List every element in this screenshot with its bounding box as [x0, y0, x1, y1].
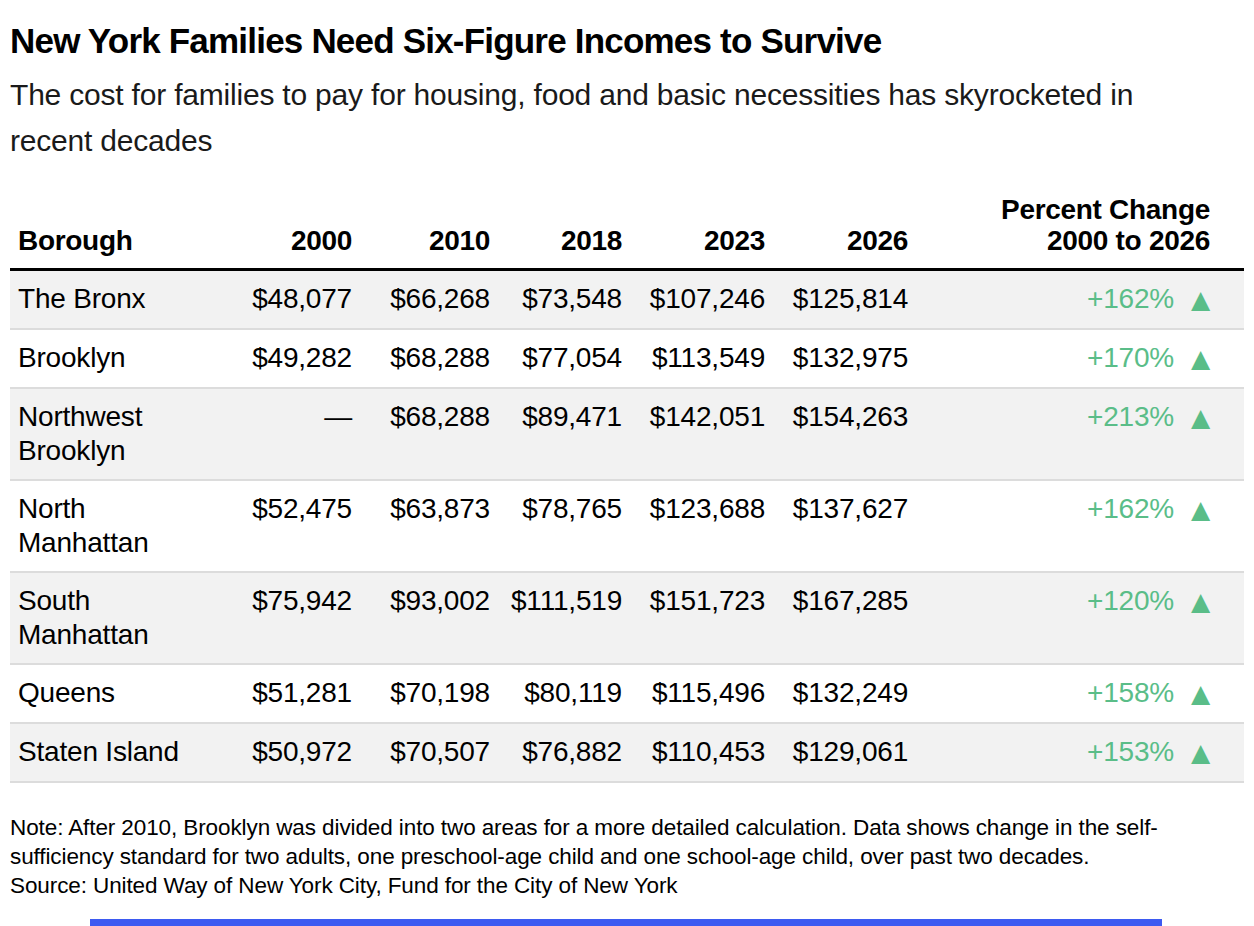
cell-2000: $51,281 [205, 664, 352, 723]
up-triangle-icon: ▲ [1191, 587, 1210, 616]
up-triangle-icon: ▲ [1191, 738, 1210, 767]
column-header-2018: 2018 [490, 188, 622, 270]
percent-change-value: +213% [1087, 401, 1174, 432]
cell-2023: $142,051 [622, 388, 765, 480]
cell-2018: $73,548 [490, 270, 622, 330]
article-graphic: New York Families Need Six-Figure Income… [0, 0, 1254, 926]
table-row: Brooklyn $49,282 $68,288 $77,054 $113,54… [10, 329, 1244, 388]
cell-2023: $151,723 [622, 572, 765, 664]
cell-2010: $93,002 [352, 572, 490, 664]
cell-2010: $70,507 [352, 723, 490, 782]
cell-2018: $89,471 [490, 388, 622, 480]
cell-2026: $167,285 [765, 572, 908, 664]
cell-2026: $129,061 [765, 723, 908, 782]
table-row: The Bronx $48,077 $66,268 $73,548 $107,2… [10, 270, 1244, 330]
cell-borough: North Manhattan [10, 480, 205, 572]
table-body: The Bronx $48,077 $66,268 $73,548 $107,2… [10, 270, 1244, 783]
cell-borough: Brooklyn [10, 329, 205, 388]
cell-borough: The Bronx [10, 270, 205, 330]
column-header-2010: 2010 [352, 188, 490, 270]
column-header-2026: 2026 [765, 188, 908, 270]
up-triangle-icon: ▲ [1191, 403, 1210, 432]
cell-2026: $125,814 [765, 270, 908, 330]
cell-percent-change: +213% ▲ [908, 388, 1244, 480]
cell-2023: $110,453 [622, 723, 765, 782]
cell-borough: Queens [10, 664, 205, 723]
cell-2010: $68,288 [352, 329, 490, 388]
column-header-2023: 2023 [622, 188, 765, 270]
cell-borough: Staten Island [10, 723, 205, 782]
up-triangle-icon: ▲ [1191, 285, 1210, 314]
cell-2018: $111,519 [490, 572, 622, 664]
data-table: Borough 2000 2010 2018 2023 2026 Percent… [10, 188, 1244, 783]
column-header-percent-change: Percent Change 2000 to 2026 [908, 188, 1244, 270]
table-header-row: Borough 2000 2010 2018 2023 2026 Percent… [10, 188, 1244, 270]
cell-2023: $113,549 [622, 329, 765, 388]
cell-percent-change: +170% ▲ [908, 329, 1244, 388]
cell-2000: — [205, 388, 352, 480]
percent-change-value: +162% [1087, 493, 1174, 524]
table-source: Source: United Way of New York City, Fun… [10, 871, 1244, 900]
cell-2018: $78,765 [490, 480, 622, 572]
cell-2000: $50,972 [205, 723, 352, 782]
cell-2023: $115,496 [622, 664, 765, 723]
cell-borough: Northwest Brooklyn [10, 388, 205, 480]
cell-2026: $132,975 [765, 329, 908, 388]
footnotes: Note: After 2010, Brooklyn was divided i… [10, 813, 1244, 900]
cell-borough: South Manhattan [10, 572, 205, 664]
table-row: North Manhattan $52,475 $63,873 $78,765 … [10, 480, 1244, 572]
table-row: South Manhattan $75,942 $93,002 $111,519… [10, 572, 1244, 664]
column-header-borough: Borough [10, 188, 205, 270]
table-header: Borough 2000 2010 2018 2023 2026 Percent… [10, 188, 1244, 270]
table-row: Staten Island $50,972 $70,507 $76,882 $1… [10, 723, 1244, 782]
cell-2026: $137,627 [765, 480, 908, 572]
cell-2026: $132,249 [765, 664, 908, 723]
cell-percent-change: +162% ▲ [908, 270, 1244, 330]
column-header-2000: 2000 [205, 188, 352, 270]
cell-2018: $77,054 [490, 329, 622, 388]
percent-change-value: +153% [1087, 736, 1174, 767]
cell-percent-change: +158% ▲ [908, 664, 1244, 723]
cell-2000: $49,282 [205, 329, 352, 388]
cell-2026: $154,263 [765, 388, 908, 480]
percent-change-header-line1: Percent Change [1001, 194, 1210, 225]
percent-change-header-line2: 2000 to 2026 [1047, 225, 1210, 256]
up-triangle-icon: ▲ [1191, 344, 1210, 373]
horizontal-scrollbar-thumb[interactable] [90, 919, 1162, 926]
percent-change-value: +170% [1087, 342, 1174, 373]
table-row: Northwest Brooklyn — $68,288 $89,471 $14… [10, 388, 1244, 480]
cell-2010: $66,268 [352, 270, 490, 330]
up-triangle-icon: ▲ [1191, 495, 1210, 524]
table-note: Note: After 2010, Brooklyn was divided i… [10, 813, 1244, 871]
cell-percent-change: +120% ▲ [908, 572, 1244, 664]
cell-2023: $123,688 [622, 480, 765, 572]
page-subtitle: The cost for families to pay for housing… [10, 72, 1205, 164]
cell-percent-change: +162% ▲ [908, 480, 1244, 572]
percent-change-value: +162% [1087, 283, 1174, 314]
cell-2018: $80,119 [490, 664, 622, 723]
percent-change-value: +158% [1087, 677, 1174, 708]
percent-change-value: +120% [1087, 585, 1174, 616]
cell-2000: $75,942 [205, 572, 352, 664]
cell-2018: $76,882 [490, 723, 622, 782]
cell-2000: $52,475 [205, 480, 352, 572]
up-triangle-icon: ▲ [1191, 679, 1210, 708]
cell-2010: $68,288 [352, 388, 490, 480]
page-title: New York Families Need Six-Figure Income… [10, 0, 1244, 62]
cell-2023: $107,246 [622, 270, 765, 330]
table-row: Queens $51,281 $70,198 $80,119 $115,496 … [10, 664, 1244, 723]
cell-2010: $70,198 [352, 664, 490, 723]
cell-2000: $48,077 [205, 270, 352, 330]
cell-percent-change: +153% ▲ [908, 723, 1244, 782]
cell-2010: $63,873 [352, 480, 490, 572]
